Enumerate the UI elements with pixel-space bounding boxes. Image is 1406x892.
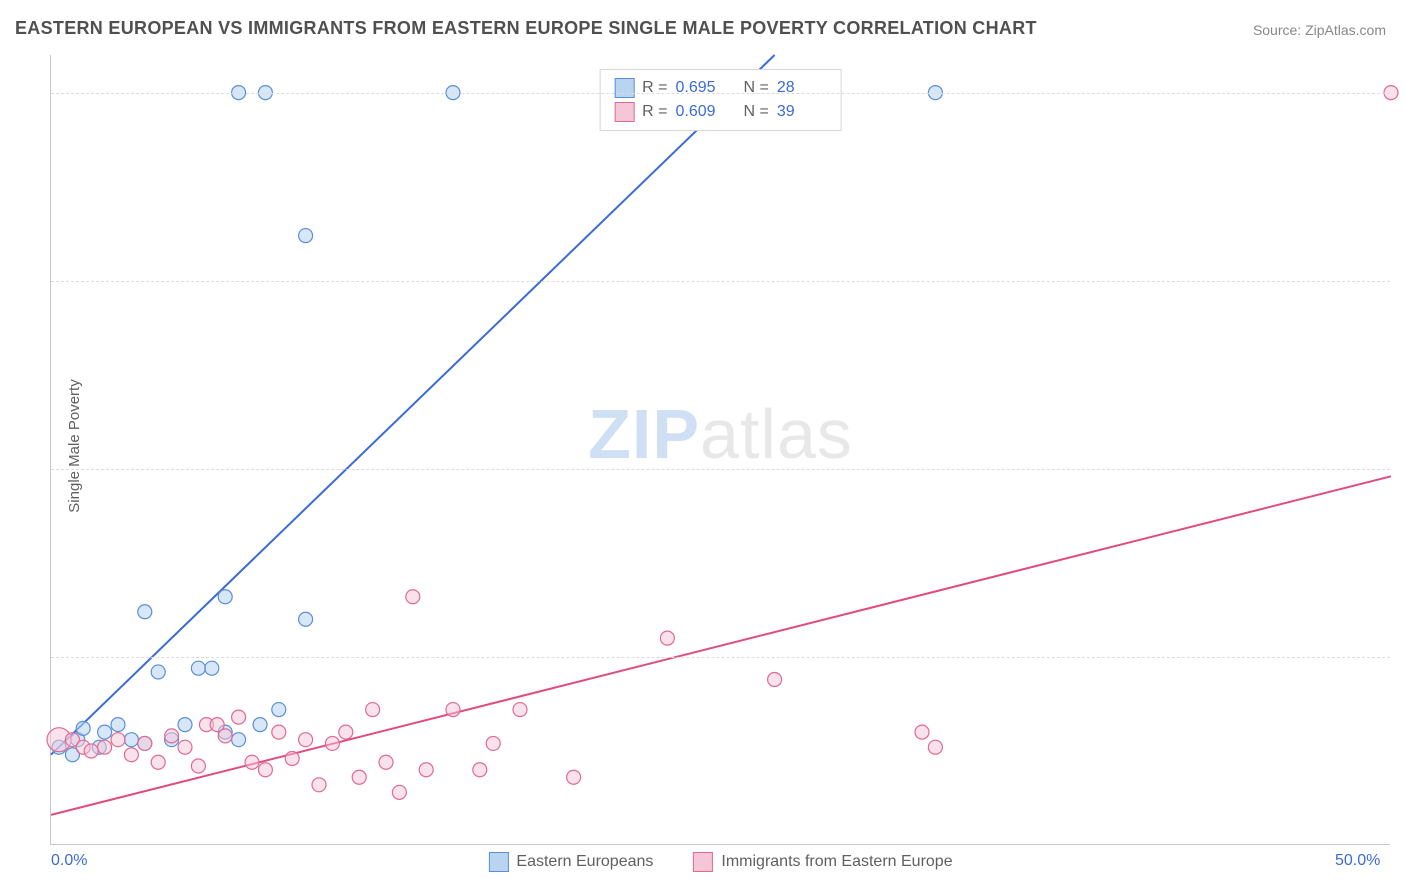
data-point bbox=[178, 718, 192, 732]
data-point bbox=[253, 718, 267, 732]
y-tick-label: 50.0% bbox=[1402, 460, 1406, 478]
chart-svg bbox=[51, 55, 1390, 844]
data-point bbox=[124, 748, 138, 762]
data-point bbox=[473, 763, 487, 777]
data-point bbox=[406, 590, 420, 604]
r-value-1: 0.609 bbox=[676, 103, 726, 121]
data-point bbox=[419, 763, 433, 777]
stats-row-series-1: R = 0.609 N = 39 bbox=[614, 100, 827, 124]
data-point bbox=[299, 612, 313, 626]
data-point bbox=[76, 721, 90, 735]
data-point bbox=[272, 725, 286, 739]
legend-label-0: Eastern Europeans bbox=[516, 853, 653, 871]
swatch-series-0 bbox=[614, 78, 634, 98]
gridline bbox=[51, 281, 1390, 282]
data-point bbox=[84, 744, 98, 758]
data-point bbox=[366, 703, 380, 717]
y-tick-label: 100.0% bbox=[1402, 84, 1406, 102]
data-point bbox=[299, 229, 313, 243]
data-point bbox=[567, 770, 581, 784]
data-point bbox=[768, 672, 782, 686]
data-point bbox=[151, 665, 165, 679]
legend-item-1: Immigrants from Eastern Europe bbox=[693, 852, 952, 872]
x-tick-label: 50.0% bbox=[1335, 852, 1380, 870]
gridline bbox=[51, 657, 1390, 658]
data-point bbox=[312, 778, 326, 792]
data-point bbox=[486, 736, 500, 750]
plot-area: ZIPatlas R = 0.695 N = 28 R = 0.609 N = … bbox=[50, 55, 1390, 845]
data-point bbox=[352, 770, 366, 784]
y-tick-label: 75.0% bbox=[1402, 272, 1406, 290]
data-point bbox=[325, 736, 339, 750]
n-value-1: 39 bbox=[777, 103, 827, 121]
swatch-series-1 bbox=[614, 102, 634, 122]
data-point bbox=[111, 733, 125, 747]
data-point bbox=[285, 751, 299, 765]
trend-line-0 bbox=[51, 55, 775, 755]
data-point bbox=[513, 703, 527, 717]
source-label: Source: ZipAtlas.com bbox=[1253, 22, 1386, 38]
n-value-0: 28 bbox=[777, 79, 827, 97]
data-point bbox=[446, 703, 460, 717]
data-point bbox=[915, 725, 929, 739]
legend: Eastern Europeans Immigrants from Easter… bbox=[488, 852, 952, 872]
legend-swatch-0 bbox=[488, 852, 508, 872]
data-point bbox=[299, 733, 313, 747]
data-point bbox=[98, 725, 112, 739]
stats-row-series-0: R = 0.695 N = 28 bbox=[614, 76, 827, 100]
data-point bbox=[98, 740, 112, 754]
data-point bbox=[111, 718, 125, 732]
data-point bbox=[928, 740, 942, 754]
data-point bbox=[191, 759, 205, 773]
legend-label-1: Immigrants from Eastern Europe bbox=[721, 853, 952, 871]
data-point bbox=[218, 590, 232, 604]
data-point bbox=[245, 755, 259, 769]
gridline bbox=[51, 93, 1390, 94]
n-label: N = bbox=[744, 79, 769, 97]
data-point bbox=[232, 733, 246, 747]
data-point bbox=[339, 725, 353, 739]
data-point bbox=[138, 736, 152, 750]
data-point bbox=[272, 703, 286, 717]
stats-box: R = 0.695 N = 28 R = 0.609 N = 39 bbox=[599, 69, 842, 131]
gridline bbox=[51, 469, 1390, 470]
x-tick-label: 0.0% bbox=[51, 852, 87, 870]
n-label: N = bbox=[744, 103, 769, 121]
data-point bbox=[124, 733, 138, 747]
data-point bbox=[165, 729, 179, 743]
data-point bbox=[178, 740, 192, 754]
r-value-0: 0.695 bbox=[676, 79, 726, 97]
data-point bbox=[379, 755, 393, 769]
chart-title: EASTERN EUROPEAN VS IMMIGRANTS FROM EAST… bbox=[15, 18, 1037, 39]
data-point bbox=[660, 631, 674, 645]
legend-item-0: Eastern Europeans bbox=[488, 852, 653, 872]
data-point bbox=[151, 755, 165, 769]
legend-swatch-1 bbox=[693, 852, 713, 872]
data-point bbox=[205, 661, 219, 675]
r-label: R = bbox=[642, 103, 667, 121]
data-point bbox=[392, 785, 406, 799]
y-tick-label: 25.0% bbox=[1402, 648, 1406, 666]
data-point bbox=[138, 605, 152, 619]
r-label: R = bbox=[642, 79, 667, 97]
data-point bbox=[232, 710, 246, 724]
data-point bbox=[258, 763, 272, 777]
data-point bbox=[218, 729, 232, 743]
data-point bbox=[191, 661, 205, 675]
